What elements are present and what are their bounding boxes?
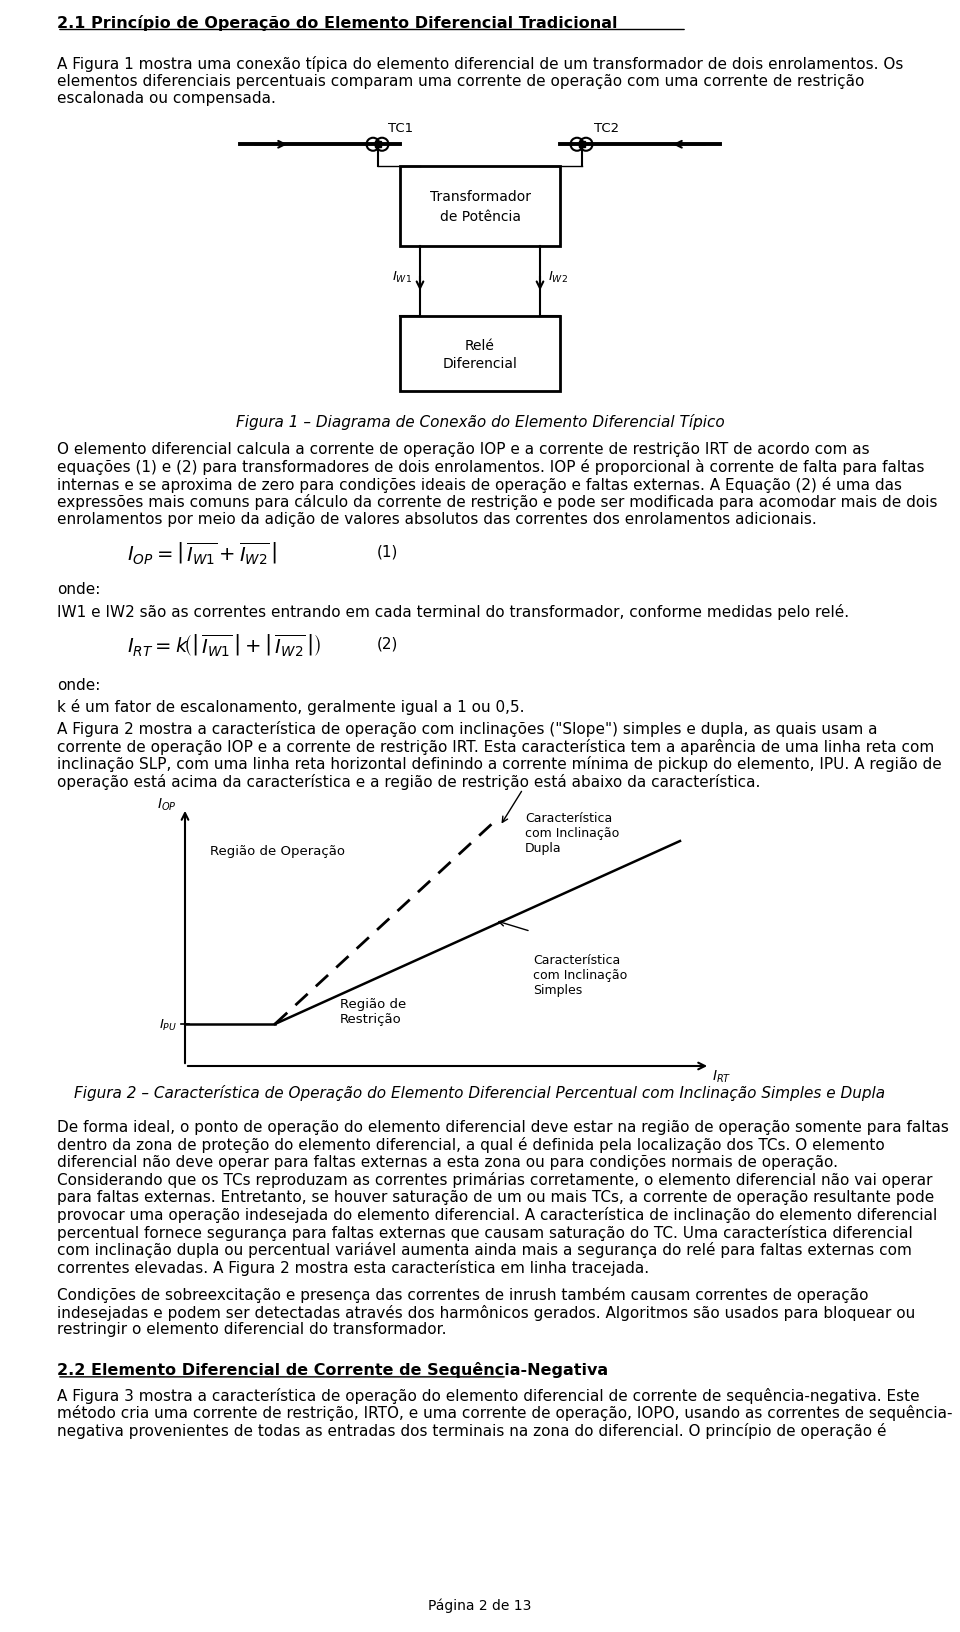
Text: corrente de operação IOP e a corrente de restrição IRT. Esta característica tem : corrente de operação IOP e a corrente de… [57, 739, 934, 754]
Text: diferencial não deve operar para faltas externas a esta zona ou para condições n: diferencial não deve operar para faltas … [57, 1154, 838, 1169]
Text: onde:: onde: [57, 677, 101, 692]
Text: com inclinação dupla ou percentual variável aumenta ainda mais a segurança do re: com inclinação dupla ou percentual variá… [57, 1242, 912, 1258]
Text: TC1: TC1 [388, 122, 413, 135]
Text: Considerando que os TCs reproduzam as correntes primárias corretamente, o elemen: Considerando que os TCs reproduzam as co… [57, 1172, 932, 1188]
Text: Figura 2 – Característica de Operação do Elemento Diferencial Percentual com Inc: Figura 2 – Característica de Operação do… [75, 1084, 885, 1100]
Text: enrolamentos por meio da adição de valores absolutos das correntes dos enrolamen: enrolamentos por meio da adição de valor… [57, 511, 817, 527]
Text: para faltas externas. Entretanto, se houver saturação de um ou mais TCs, a corre: para faltas externas. Entretanto, se hou… [57, 1190, 934, 1204]
Text: provocar uma operação indesejada do elemento diferencial. A característica de in: provocar uma operação indesejada do elem… [57, 1206, 937, 1222]
Text: de Potência: de Potência [440, 211, 520, 224]
Text: O elemento diferencial calcula a corrente de operação IOP e a corrente de restri: O elemento diferencial calcula a corrent… [57, 442, 870, 457]
Text: indesejadas e podem ser detectadas através dos harmônicos gerados. Algoritmos sã: indesejadas e podem ser detectadas atrav… [57, 1304, 915, 1320]
Text: (1): (1) [377, 543, 398, 560]
Text: elementos diferenciais percentuais comparam uma corrente de operação com uma cor: elementos diferenciais percentuais compa… [57, 73, 864, 88]
Text: equações (1) e (2) para transformadores de dois enrolamentos. IOP é proporcional: equações (1) e (2) para transformadores … [57, 459, 924, 475]
Text: 2.1 Princípio de Operação do Elemento Diferencial Tradicional: 2.1 Princípio de Operação do Elemento Di… [57, 15, 617, 31]
Text: De forma ideal, o ponto de operação do elemento diferencial deve estar na região: De forma ideal, o ponto de operação do e… [57, 1120, 948, 1134]
Text: k é um fator de escalonamento, geralmente igual a 1 ou 0,5.: k é um fator de escalonamento, geralment… [57, 698, 524, 715]
Text: $I_{W2}$: $I_{W2}$ [548, 269, 568, 284]
Text: Característica
com Inclinação
Dupla: Característica com Inclinação Dupla [525, 811, 619, 855]
Text: internas e se aproxima de zero para condições ideais de operação e faltas extern: internas e se aproxima de zero para cond… [57, 477, 902, 493]
Text: Página 2 de 13: Página 2 de 13 [428, 1598, 532, 1612]
Text: $I_{PU}$: $I_{PU}$ [159, 1017, 177, 1031]
Text: Condições de sobreexcitação e presença das correntes de inrush também causam cor: Condições de sobreexcitação e presença d… [57, 1286, 869, 1302]
Text: A Figura 2 mostra a característica de operação com inclinações ("Slope") simples: A Figura 2 mostra a característica de op… [57, 721, 877, 738]
Text: correntes elevadas. A Figura 2 mostra esta característica em linha tracejada.: correntes elevadas. A Figura 2 mostra es… [57, 1260, 649, 1275]
Text: restringir o elemento diferencial do transformador.: restringir o elemento diferencial do tra… [57, 1322, 446, 1337]
Text: operação está acima da característica e a região de restrição está abaixo da car: operação está acima da característica e … [57, 774, 760, 790]
Text: IW1 e IW2 são as correntes entrando em cada terminal do transformador, conforme : IW1 e IW2 são as correntes entrando em c… [57, 604, 850, 619]
Text: 2.2 Elemento Diferencial de Corrente de Sequência-Negativa: 2.2 Elemento Diferencial de Corrente de … [57, 1361, 608, 1377]
Text: A Figura 1 mostra uma conexão típica do elemento diferencial de um transformador: A Figura 1 mostra uma conexão típica do … [57, 55, 903, 72]
Text: A Figura 3 mostra a característica de operação do elemento diferencial de corren: A Figura 3 mostra a característica de op… [57, 1387, 920, 1404]
Text: Figura 1 – Diagrama de Conexão do Elemento Diferencial Típico: Figura 1 – Diagrama de Conexão do Elemen… [235, 415, 725, 429]
Text: $I_{OP} = \left|\,\overline{I_{W1}}+\overline{I_{W2}}\,\right|$: $I_{OP} = \left|\,\overline{I_{W1}}+\ove… [127, 540, 277, 566]
Polygon shape [579, 142, 585, 149]
Text: inclinação SLP, com uma linha reta horizontal definindo a corrente mínima de pic: inclinação SLP, com uma linha reta horiz… [57, 756, 942, 772]
Text: (2): (2) [377, 636, 398, 651]
Text: método cria uma corrente de restrição, IRTO, e uma corrente de operação, IOPO, u: método cria uma corrente de restrição, I… [57, 1405, 952, 1420]
Text: Característica
com Inclinação
Simples: Característica com Inclinação Simples [533, 953, 627, 997]
Text: TC2: TC2 [594, 122, 619, 135]
Text: negativa provenientes de todas as entradas dos terminais na zona do diferencial.: negativa provenientes de todas as entrad… [57, 1421, 886, 1438]
Text: Diferencial: Diferencial [443, 356, 517, 370]
Text: $I_{RT}$: $I_{RT}$ [712, 1069, 732, 1085]
Polygon shape [375, 142, 381, 149]
Text: expressões mais comuns para cálculo da corrente de restrição e pode ser modifica: expressões mais comuns para cálculo da c… [57, 494, 938, 509]
Text: $I_{OP}$: $I_{OP}$ [157, 796, 177, 813]
Text: Região de
Restrição: Região de Restrição [340, 997, 406, 1025]
Text: escalonada ou compensada.: escalonada ou compensada. [57, 91, 276, 106]
Text: Transformador: Transformador [429, 191, 531, 204]
Text: $I_{W1}$: $I_{W1}$ [392, 269, 412, 284]
Text: percentual fornece segurança para faltas externas que causam saturação do TC. Um: percentual fornece segurança para faltas… [57, 1224, 913, 1240]
Text: $I_{RT} = k\!\left(\left|\,\overline{I_{W1}}\,\right|+\left|\,\overline{I_{W2}}\: $I_{RT} = k\!\left(\left|\,\overline{I_{… [127, 632, 322, 659]
Text: dentro da zona de proteção do elemento diferencial, a qual é definida pela local: dentro da zona de proteção do elemento d… [57, 1138, 885, 1152]
Text: Relé: Relé [465, 338, 495, 353]
Text: onde:: onde: [57, 583, 101, 597]
Text: Região de Operação: Região de Operação [210, 845, 345, 858]
